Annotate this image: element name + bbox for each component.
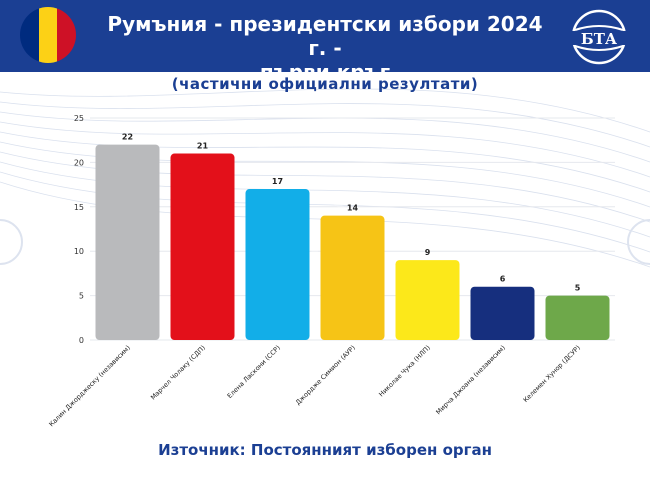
header-bar: Румъния - президентски избори 2024 г. - …: [0, 0, 650, 84]
source-note: Източник: Постоянният изборен орган: [158, 441, 492, 459]
flag-stripe-blue: [20, 7, 39, 63]
bar-value-label: 6: [500, 275, 506, 284]
x-tick-label: Джордже Симион (АУР): [294, 344, 357, 407]
bar-value-label: 21: [197, 142, 209, 151]
bar: [545, 295, 610, 340]
x-tick-label: Келемен Хунор (ДСУР): [522, 344, 582, 404]
x-tick-label: Николае Чука (НЛП): [377, 344, 432, 399]
flag-stripe-yellow: [38, 7, 58, 63]
bar: [395, 260, 460, 340]
x-tick-label: Елена Ласкони (ССР): [226, 344, 282, 400]
bar: [95, 144, 160, 340]
y-tick-label: 5: [79, 292, 84, 301]
x-tick-label: Калин Джорджеску (независим): [47, 344, 132, 429]
bar-value-label: 17: [272, 177, 283, 186]
romania-flag-icon: [20, 7, 76, 63]
bar: [320, 215, 385, 340]
x-tick-label: Марчел Чолаку (СДП): [149, 344, 207, 402]
bar: [470, 286, 535, 340]
x-tick-label: Мирча Джоана (независим): [434, 344, 507, 417]
page-title: Румъния - президентски избори 2024 г. - …: [95, 12, 555, 84]
bta-logo-icon: БТА: [570, 9, 628, 65]
y-tick-label: 0: [79, 336, 84, 345]
y-tick-label: 10: [74, 247, 84, 256]
bar: [245, 189, 310, 340]
bar-value-label: 14: [347, 204, 359, 213]
bar-value-label: 22: [122, 133, 133, 142]
bar-value-label: 9: [425, 248, 431, 257]
bar: [170, 153, 235, 340]
title-line-1: Румъния - президентски избори 2024 г. -: [107, 12, 543, 60]
bar-value-label: 5: [575, 284, 581, 293]
flag-stripe-red: [57, 7, 76, 63]
y-tick-label: 25: [74, 114, 84, 123]
title-line-2: първи кръг: [259, 60, 391, 84]
logo-text: БТА: [581, 30, 618, 48]
y-tick-label: 15: [74, 203, 84, 212]
chart-subtitle: (частични официални резултати): [171, 75, 479, 93]
y-tick-label: 20: [74, 158, 84, 167]
background-wave-lines: [0, 88, 650, 268]
